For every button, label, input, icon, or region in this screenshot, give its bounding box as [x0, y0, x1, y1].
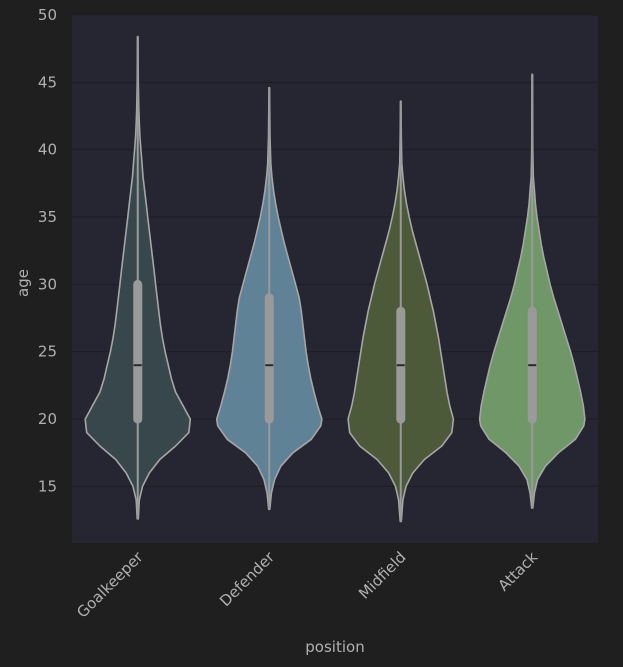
- y-axis-ticks: 15 20 25 30 35 40 45 50: [38, 6, 57, 495]
- y-tick-label-50: 50: [38, 6, 57, 24]
- violin-attack: [478, 73, 586, 509]
- y-tick-label-25: 25: [38, 343, 57, 361]
- x-tick-label-midfield: Midfield: [355, 548, 409, 602]
- x-axis-ticks: Goalkeeper Defender Midfield Attack: [73, 548, 541, 622]
- y-tick-label-20: 20: [38, 410, 57, 428]
- x-tick-label-defender: Defender: [216, 548, 279, 611]
- x-axis-label: position: [305, 638, 364, 656]
- x-tick-label-attack: Attack: [494, 548, 541, 595]
- y-tick-label-30: 30: [38, 275, 57, 293]
- y-tick-label-40: 40: [38, 141, 57, 159]
- y-tick-label-15: 15: [38, 477, 57, 495]
- violin-goalkeeper: [84, 35, 192, 520]
- violin-defender: [215, 86, 323, 511]
- y-tick-label-45: 45: [38, 73, 57, 91]
- y-tick-label-35: 35: [38, 208, 57, 226]
- y-axis-label: age: [14, 269, 32, 297]
- violin-midfield: [347, 100, 455, 523]
- x-tick-label-goalkeeper: Goalkeeper: [73, 548, 147, 622]
- violins: [84, 35, 586, 523]
